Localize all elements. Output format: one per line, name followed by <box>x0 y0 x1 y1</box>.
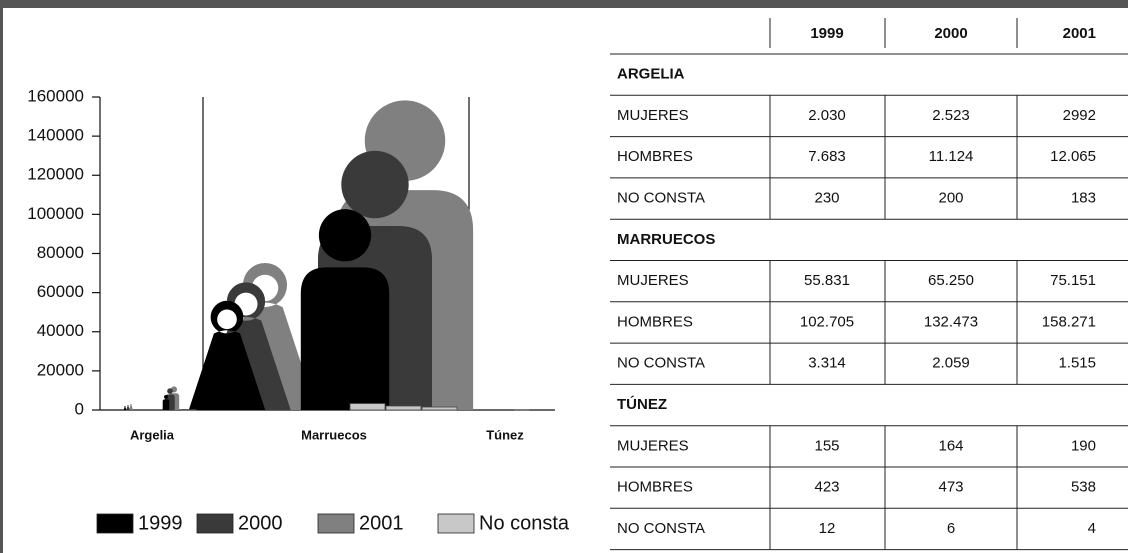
cell-value: 12.065 <box>1050 148 1096 165</box>
row-label: MUJERES <box>617 437 689 454</box>
cell-value: 423 <box>814 479 839 496</box>
woman-figure <box>129 404 133 410</box>
cell-value: 183 <box>1071 190 1096 207</box>
y-tick-label: 120000 <box>27 165 84 184</box>
y-tick-label: 20000 <box>37 360 84 379</box>
cell-value: 12 <box>819 520 836 537</box>
legend-swatch <box>197 514 233 533</box>
cell-value: 65.250 <box>928 272 974 289</box>
group-label: MARRUECOS <box>617 231 715 248</box>
legend-label: 1999 <box>138 512 183 534</box>
row-label: MUJERES <box>617 107 689 124</box>
legend-swatch <box>438 514 474 533</box>
row-label: NO CONSTA <box>617 520 705 537</box>
cell-value: 11.124 <box>929 148 974 165</box>
cell-value: 1.515 <box>1058 355 1096 372</box>
cell-value: 55.831 <box>804 272 850 289</box>
cell-value: 132.473 <box>924 313 978 330</box>
cell-value: 190 <box>1071 437 1096 454</box>
y-tick-label: 100000 <box>27 204 84 223</box>
y-tick-label: 40000 <box>37 321 84 340</box>
cell-value: 3.314 <box>808 355 846 372</box>
cell-value: 2.059 <box>932 355 970 372</box>
x-tick-label: Túnez <box>486 427 524 442</box>
legend-label: 2000 <box>238 512 283 534</box>
no-consta-bar <box>422 407 457 410</box>
cell-value: 2992 <box>1063 107 1096 124</box>
page: 0 20000 40000 60000 80000 100000 120000 140000 1… <box>0 0 1128 553</box>
no-consta-bar <box>350 404 385 410</box>
infographic: 0 20000 40000 60000 80000 100000 120000 140000 1… <box>0 0 1128 553</box>
cell-value: 102.705 <box>800 313 854 330</box>
cell-value: 2.030 <box>808 107 846 124</box>
y-tick-label: 140000 <box>27 126 84 145</box>
cell-value: 200 <box>938 190 963 207</box>
legend-label: 2001 <box>359 512 404 534</box>
row-label: NO CONSTA <box>617 190 705 207</box>
cell-value: 155 <box>814 437 839 454</box>
cell-value: 7.683 <box>808 148 846 165</box>
cell-value: 2.523 <box>932 107 970 124</box>
face <box>217 310 237 330</box>
group-label: ARGELIA <box>617 66 685 83</box>
cell-value: 473 <box>938 479 963 496</box>
legend-label: No consta <box>479 512 570 534</box>
column-header: 2001 <box>1063 25 1096 42</box>
left-border <box>0 0 3 553</box>
y-tick-label: 60000 <box>37 282 84 301</box>
top-bar <box>0 0 1128 8</box>
column-header: 1999 <box>810 25 843 42</box>
cell-value: 6 <box>947 520 955 537</box>
no-consta-bar <box>386 406 421 410</box>
y-tick-label: 80000 <box>37 243 84 262</box>
cell-value: 158.271 <box>1042 313 1096 330</box>
row-label: MUJERES <box>617 272 689 289</box>
legend-swatch <box>97 514 133 533</box>
row-label: HOMBRES <box>617 479 693 496</box>
cell-value: 164 <box>938 437 963 454</box>
cell-value: 230 <box>814 190 839 207</box>
cell-value: 538 <box>1071 479 1096 496</box>
woman-figure <box>126 405 129 410</box>
x-tick-label: Marruecos <box>301 427 367 442</box>
x-tick-label: Argelia <box>130 427 175 442</box>
row-label: HOMBRES <box>617 313 693 330</box>
y-tick-label: 160000 <box>27 86 84 105</box>
woman-figure <box>124 406 127 410</box>
row-label: HOMBRES <box>617 148 693 165</box>
cell-value: 75.151 <box>1050 272 1096 289</box>
legend-swatch <box>318 514 354 533</box>
column-header: 2000 <box>934 25 967 42</box>
y-tick-label: 0 <box>75 399 84 418</box>
row-label: NO CONSTA <box>617 355 705 372</box>
group-label: TÚNEZ <box>617 395 667 413</box>
cell-value: 4 <box>1088 520 1096 537</box>
